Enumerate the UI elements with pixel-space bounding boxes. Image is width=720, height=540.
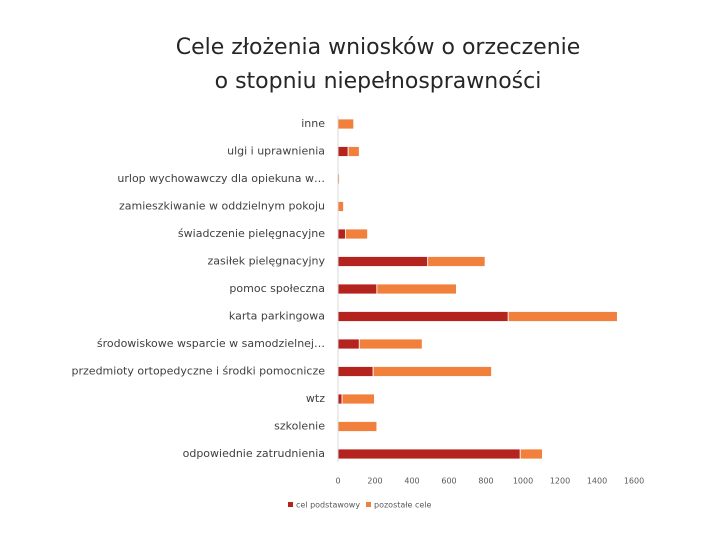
bar <box>337 393 343 405</box>
x-tick-label: 200 <box>367 477 382 486</box>
bar <box>337 283 378 295</box>
chart-title: o stopniu niepełnosprawności <box>215 69 542 94</box>
bar <box>337 338 360 350</box>
y-tick-label: karta parkingowa <box>229 310 325 323</box>
y-tick-label: ulgi i uprawnienia <box>227 145 325 158</box>
y-tick-label: inne <box>301 117 325 130</box>
bar <box>337 256 429 267</box>
y-tick-label: szkolenie <box>274 420 325 433</box>
legend-swatch <box>288 502 293 507</box>
x-tick-label: 800 <box>478 477 493 486</box>
y-tick-label: przedmioty ortopedyczne i środki pomocni… <box>72 365 326 378</box>
bar <box>337 366 374 377</box>
bar <box>376 283 457 295</box>
bar <box>337 448 521 460</box>
bar <box>337 201 344 212</box>
y-tick-label: zasiłek pielęgnacyjny <box>208 255 326 268</box>
bar <box>519 448 543 460</box>
bar <box>337 146 349 157</box>
legend-label: pozostałe cele <box>374 501 432 510</box>
y-tick-label: świadczenie pielęgnacyjne <box>178 227 325 240</box>
x-tick-label: 1000 <box>513 477 533 486</box>
y-tick-label: urlop wychowawczy dla opiekuna w… <box>117 172 325 185</box>
chart-title: Cele złożenia wniosków o orzeczenie <box>176 35 581 60</box>
bar <box>358 338 423 350</box>
bar <box>347 146 360 157</box>
bar <box>344 228 368 240</box>
bar <box>337 118 355 130</box>
y-tick-label: zamieszkiwanie w oddzielnym pokoju <box>119 200 325 213</box>
bar <box>337 311 509 322</box>
x-tick-label: 600 <box>441 477 456 486</box>
legend-label: cel podstawowy <box>296 501 360 510</box>
y-tick-label: środowiskowe wsparcie w samodzielnej… <box>97 337 325 350</box>
x-tick-label: 1600 <box>624 477 644 486</box>
x-tick-label: 1200 <box>550 477 570 486</box>
bar <box>337 421 378 432</box>
y-tick-label: odpowiednie zatrudnienia <box>183 447 325 460</box>
bar <box>427 256 486 267</box>
x-tick-label: 1400 <box>587 477 607 486</box>
y-tick-label: wtz <box>306 392 325 405</box>
bar <box>337 228 346 240</box>
bar <box>372 366 492 377</box>
y-tick-label: pomoc społeczna <box>229 282 325 295</box>
legend-swatch <box>366 502 371 507</box>
bar <box>507 311 618 322</box>
x-tick-label: 400 <box>404 477 419 486</box>
x-tick-label: 0 <box>335 477 340 486</box>
bar <box>341 393 375 405</box>
